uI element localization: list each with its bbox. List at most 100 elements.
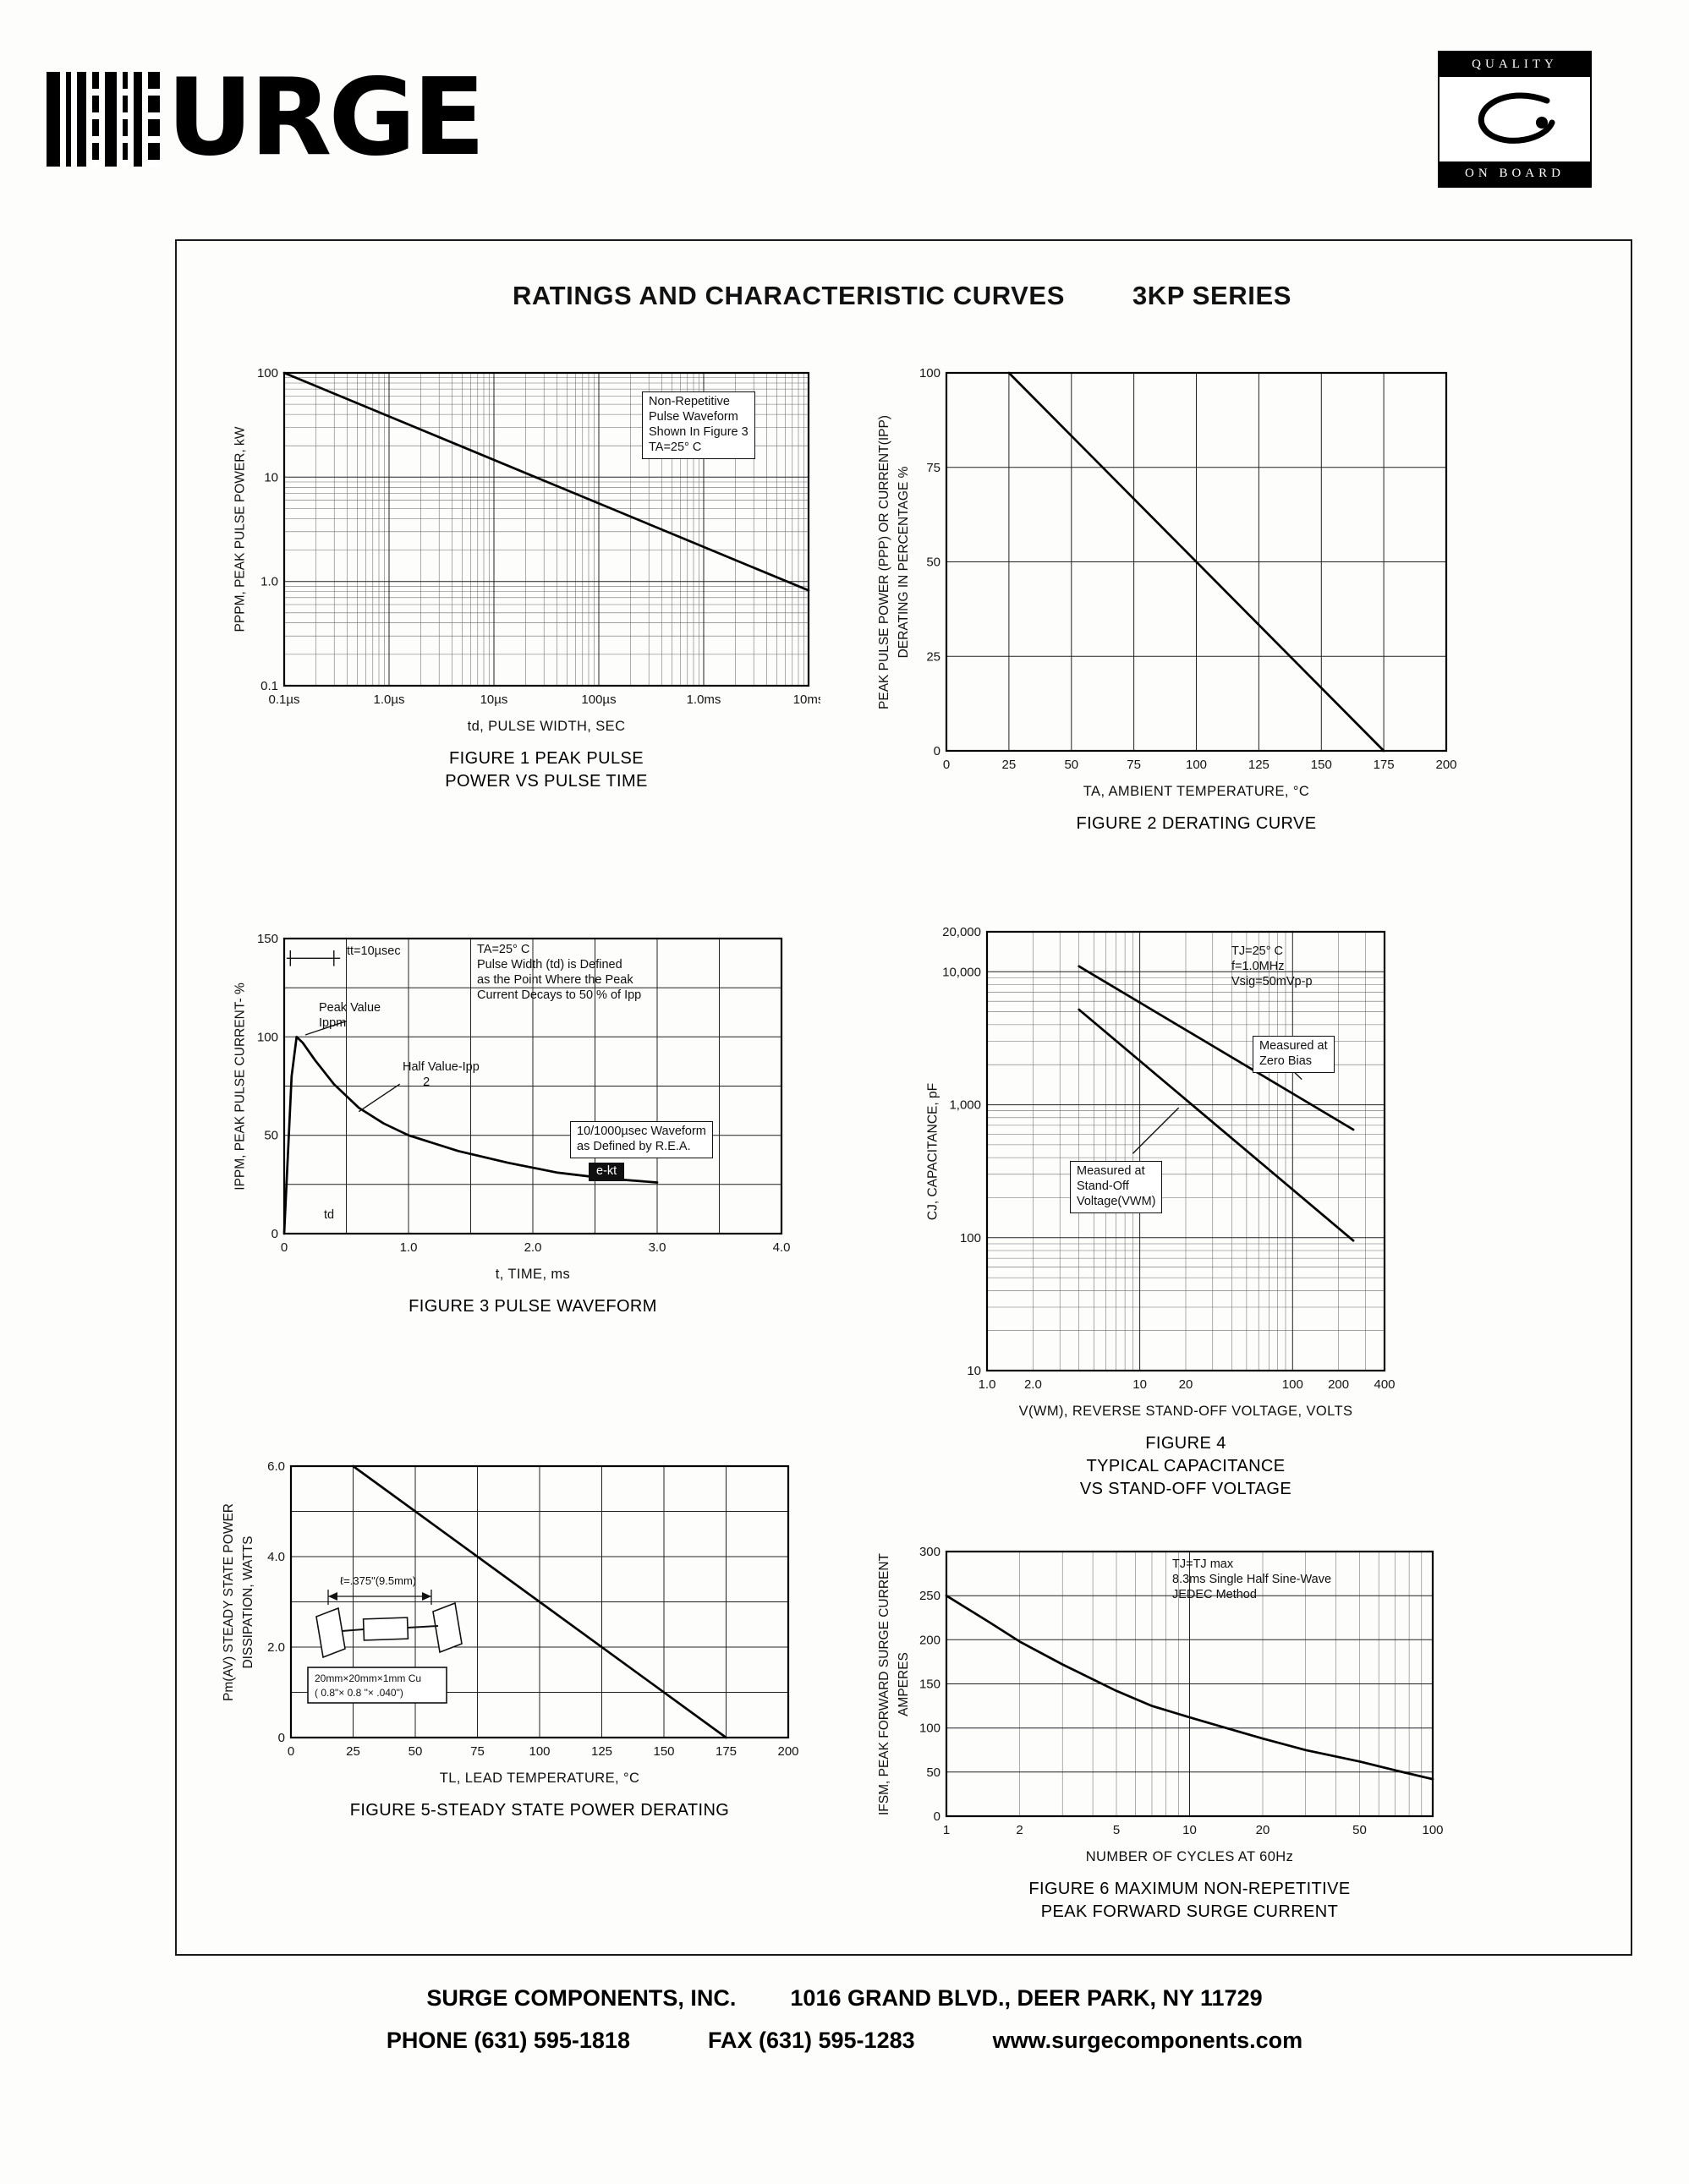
fig4-annotation: Measured at Zero Bias [1253, 1036, 1335, 1073]
x-tick-labels: 0 25 50 75 100 125 150 175 200 [288, 1744, 799, 1759]
x-tick-labels: 0.1µs 1.0µs 10µs 100µs 1.0ms 10ms [269, 692, 821, 707]
grid-major [284, 373, 809, 686]
svg-text:100: 100 [257, 1030, 278, 1044]
svg-text:200: 200 [777, 1744, 798, 1759]
svg-text:0: 0 [934, 1809, 940, 1824]
footer-fax: FAX (631) 595-1283 [707, 2028, 915, 2053]
svg-text:200: 200 [1328, 1377, 1349, 1392]
svg-text:0.1: 0.1 [260, 679, 278, 693]
leader-lines [286, 950, 401, 1113]
fig6-chart-svg: 1 2 5 10 20 50 100 0 50 100 150 200 250 300 [919, 1545, 1444, 1837]
svg-text:125: 125 [591, 1744, 612, 1759]
cu-label-box [307, 1667, 447, 1704]
svg-text:50: 50 [409, 1744, 423, 1759]
x-tick-labels: 1.0 2.0 10 20 100 200 400 [979, 1377, 1396, 1392]
fig6-caption: FIGURE 6 MAXIMUM NON-REPETITIVE PEAK FORW… [1028, 1880, 1351, 1921]
fig2-x-axis-label: TA, AMBIENT TEMPERATURE, °C [1083, 784, 1310, 799]
svg-text:175: 175 [1374, 758, 1395, 772]
fig5-y-axis-label: Pm(AV) STEADY STATE POWER DISSIPATION, WA… [221, 1503, 255, 1701]
svg-text:1: 1 [943, 1823, 950, 1837]
y-tick-labels: 0 25 50 75 100 [919, 366, 940, 758]
bar [123, 72, 128, 167]
bar [92, 72, 99, 167]
fig3-annotation: e-kt [589, 1163, 625, 1181]
svg-text:100: 100 [1282, 1377, 1303, 1392]
x-tick-labels: 0 25 50 75 100 125 150 175 200 [943, 758, 1457, 772]
svg-text:0: 0 [934, 744, 940, 758]
svg-text:10: 10 [264, 470, 278, 484]
svg-text:50: 50 [926, 556, 940, 570]
svg-text:100: 100 [960, 1231, 981, 1245]
svg-text:1.0µs: 1.0µs [374, 692, 405, 707]
svg-text:150: 150 [257, 932, 278, 946]
diode-body [362, 1617, 409, 1641]
grid-major [987, 932, 1385, 1371]
fig2-chart-svg: 0 25 50 75 100 125 150 175 200 0 25 50 75 100 [919, 366, 1457, 772]
svg-text:6.0: 6.0 [267, 1459, 285, 1474]
svg-text:100: 100 [529, 1744, 550, 1759]
svg-text:100: 100 [919, 366, 940, 380]
fig3-annotation: Peak Value Ippm [319, 1001, 381, 1030]
grid-major [946, 1552, 1433, 1816]
fig3-annotation: Half Value-Ipp 2 [403, 1060, 480, 1089]
svg-text:10,000: 10,000 [942, 965, 981, 979]
svg-text:25: 25 [926, 649, 940, 664]
footer-address-line: SURGE COMPONENTS, INC. 1016 GRAND BLVD.,… [0, 1985, 1689, 2012]
svg-text:0: 0 [278, 1731, 285, 1745]
svg-text:400: 400 [1374, 1377, 1395, 1392]
package-drawing-svg: ℓ=.375"(9.5mm) 20mm×20mm×1mm Cu ( 0.8"× … [307, 1574, 463, 1704]
svg-text:50: 50 [1064, 758, 1078, 772]
svg-text:20: 20 [1179, 1377, 1193, 1392]
fig4-x-axis-label: V(WM), REVERSE STAND-OFF VOLTAGE, VOLTS [1018, 1404, 1353, 1419]
fig1-y-axis-label: PPPM, PEAK PULSE POWER, kW [233, 426, 248, 632]
svg-text:0: 0 [288, 1744, 294, 1759]
inset-dim-label: ℓ=.375"(9.5mm) [340, 1574, 416, 1587]
svg-text:25: 25 [346, 1744, 360, 1759]
svg-text:150: 150 [653, 1744, 674, 1759]
fig3-caption: FIGURE 3 PULSE WAVEFORM [409, 1297, 657, 1316]
plot-border [945, 1550, 1434, 1818]
content-frame [175, 239, 1632, 1956]
grid-major [284, 939, 781, 1234]
svg-text:75: 75 [1127, 758, 1141, 772]
fig6-plot-area: 1 2 5 10 20 50 100 0 50 100 150 200 250 300 TJ=TJ max 8… [865, 1541, 1445, 1847]
fig1-annotation: Non-Repetitive Pulse Waveform Shown In Fig… [642, 391, 755, 459]
x-tick-labels: 0 1.0 2.0 3.0 4.0 [281, 1240, 791, 1255]
footer-company: SURGE COMPONENTS, INC. [426, 1985, 737, 2011]
svg-text:50: 50 [926, 1765, 940, 1780]
series-lines [945, 1594, 1434, 1781]
footer-contact-line: PHONE (631) 595-1818 FAX (631) 595-1283 … [0, 2028, 1689, 2054]
footer-website: www.surgecomponents.com [992, 2028, 1303, 2053]
fig2-y-axis-label: PEAK PULSE POWER (PPP) OR CURRENT(IPP) DE… [876, 414, 911, 709]
fig3-annotation: 10/1000µsec Waveform as Defined by R.E.A. [570, 1121, 713, 1158]
svg-text:150: 150 [919, 1678, 940, 1692]
plot-border [282, 371, 810, 687]
svg-text:100µs: 100µs [581, 692, 616, 707]
svg-text:10µs: 10µs [480, 692, 508, 707]
svg-text:20: 20 [1256, 1823, 1270, 1837]
quality-on-board-logo: QUALITY ON BOARD [1438, 51, 1592, 188]
grid-major [291, 1466, 788, 1738]
svg-text:3.0: 3.0 [649, 1240, 666, 1255]
footer-street: 1016 GRAND BLVD., DEER PARK, NY 11729 [790, 1985, 1263, 2011]
svg-text:2.0: 2.0 [267, 1640, 285, 1655]
series-lines [282, 371, 810, 592]
fig5-chart-svg: 0 25 50 75 100 125 150 175 200 0 2.0 4.0 6.0 [267, 1459, 799, 1759]
svg-text:10: 10 [967, 1364, 981, 1378]
fig1-x-axis-label: td, PULSE WIDTH, SEC [467, 719, 626, 734]
fig4-y-axis-label: CJ, CAPACITANCE, pF [925, 1082, 940, 1220]
fig3-chart-svg: 0 1.0 2.0 3.0 4.0 0 50 100 150 [257, 932, 791, 1255]
plot-border [289, 1464, 790, 1739]
svg-text:300: 300 [919, 1545, 940, 1559]
fig3-annotation: TA=25° C Pulse Width (td) is Defined as th… [477, 943, 642, 1002]
svg-text:250: 250 [919, 1589, 940, 1603]
fig2-plot-area: 0 25 50 75 100 125 150 175 200 0 25 50 75 100 PEAK PUL… [865, 363, 1458, 781]
page-title: RATINGS AND CHARACTERISTIC CURVES 3KP SE… [175, 281, 1629, 311]
fig3-annotation: tt=10µsec [347, 944, 401, 958]
fig2-caption: FIGURE 2 DERATING CURVE [1076, 814, 1317, 833]
surge-logo: URGE [47, 64, 485, 171]
fig5-plot-area: 0 25 50 75 100 125 150 175 200 0 2.0 4.0 6.0 Pm(AV) S… [210, 1456, 800, 1768]
svg-text:5: 5 [1113, 1823, 1120, 1837]
